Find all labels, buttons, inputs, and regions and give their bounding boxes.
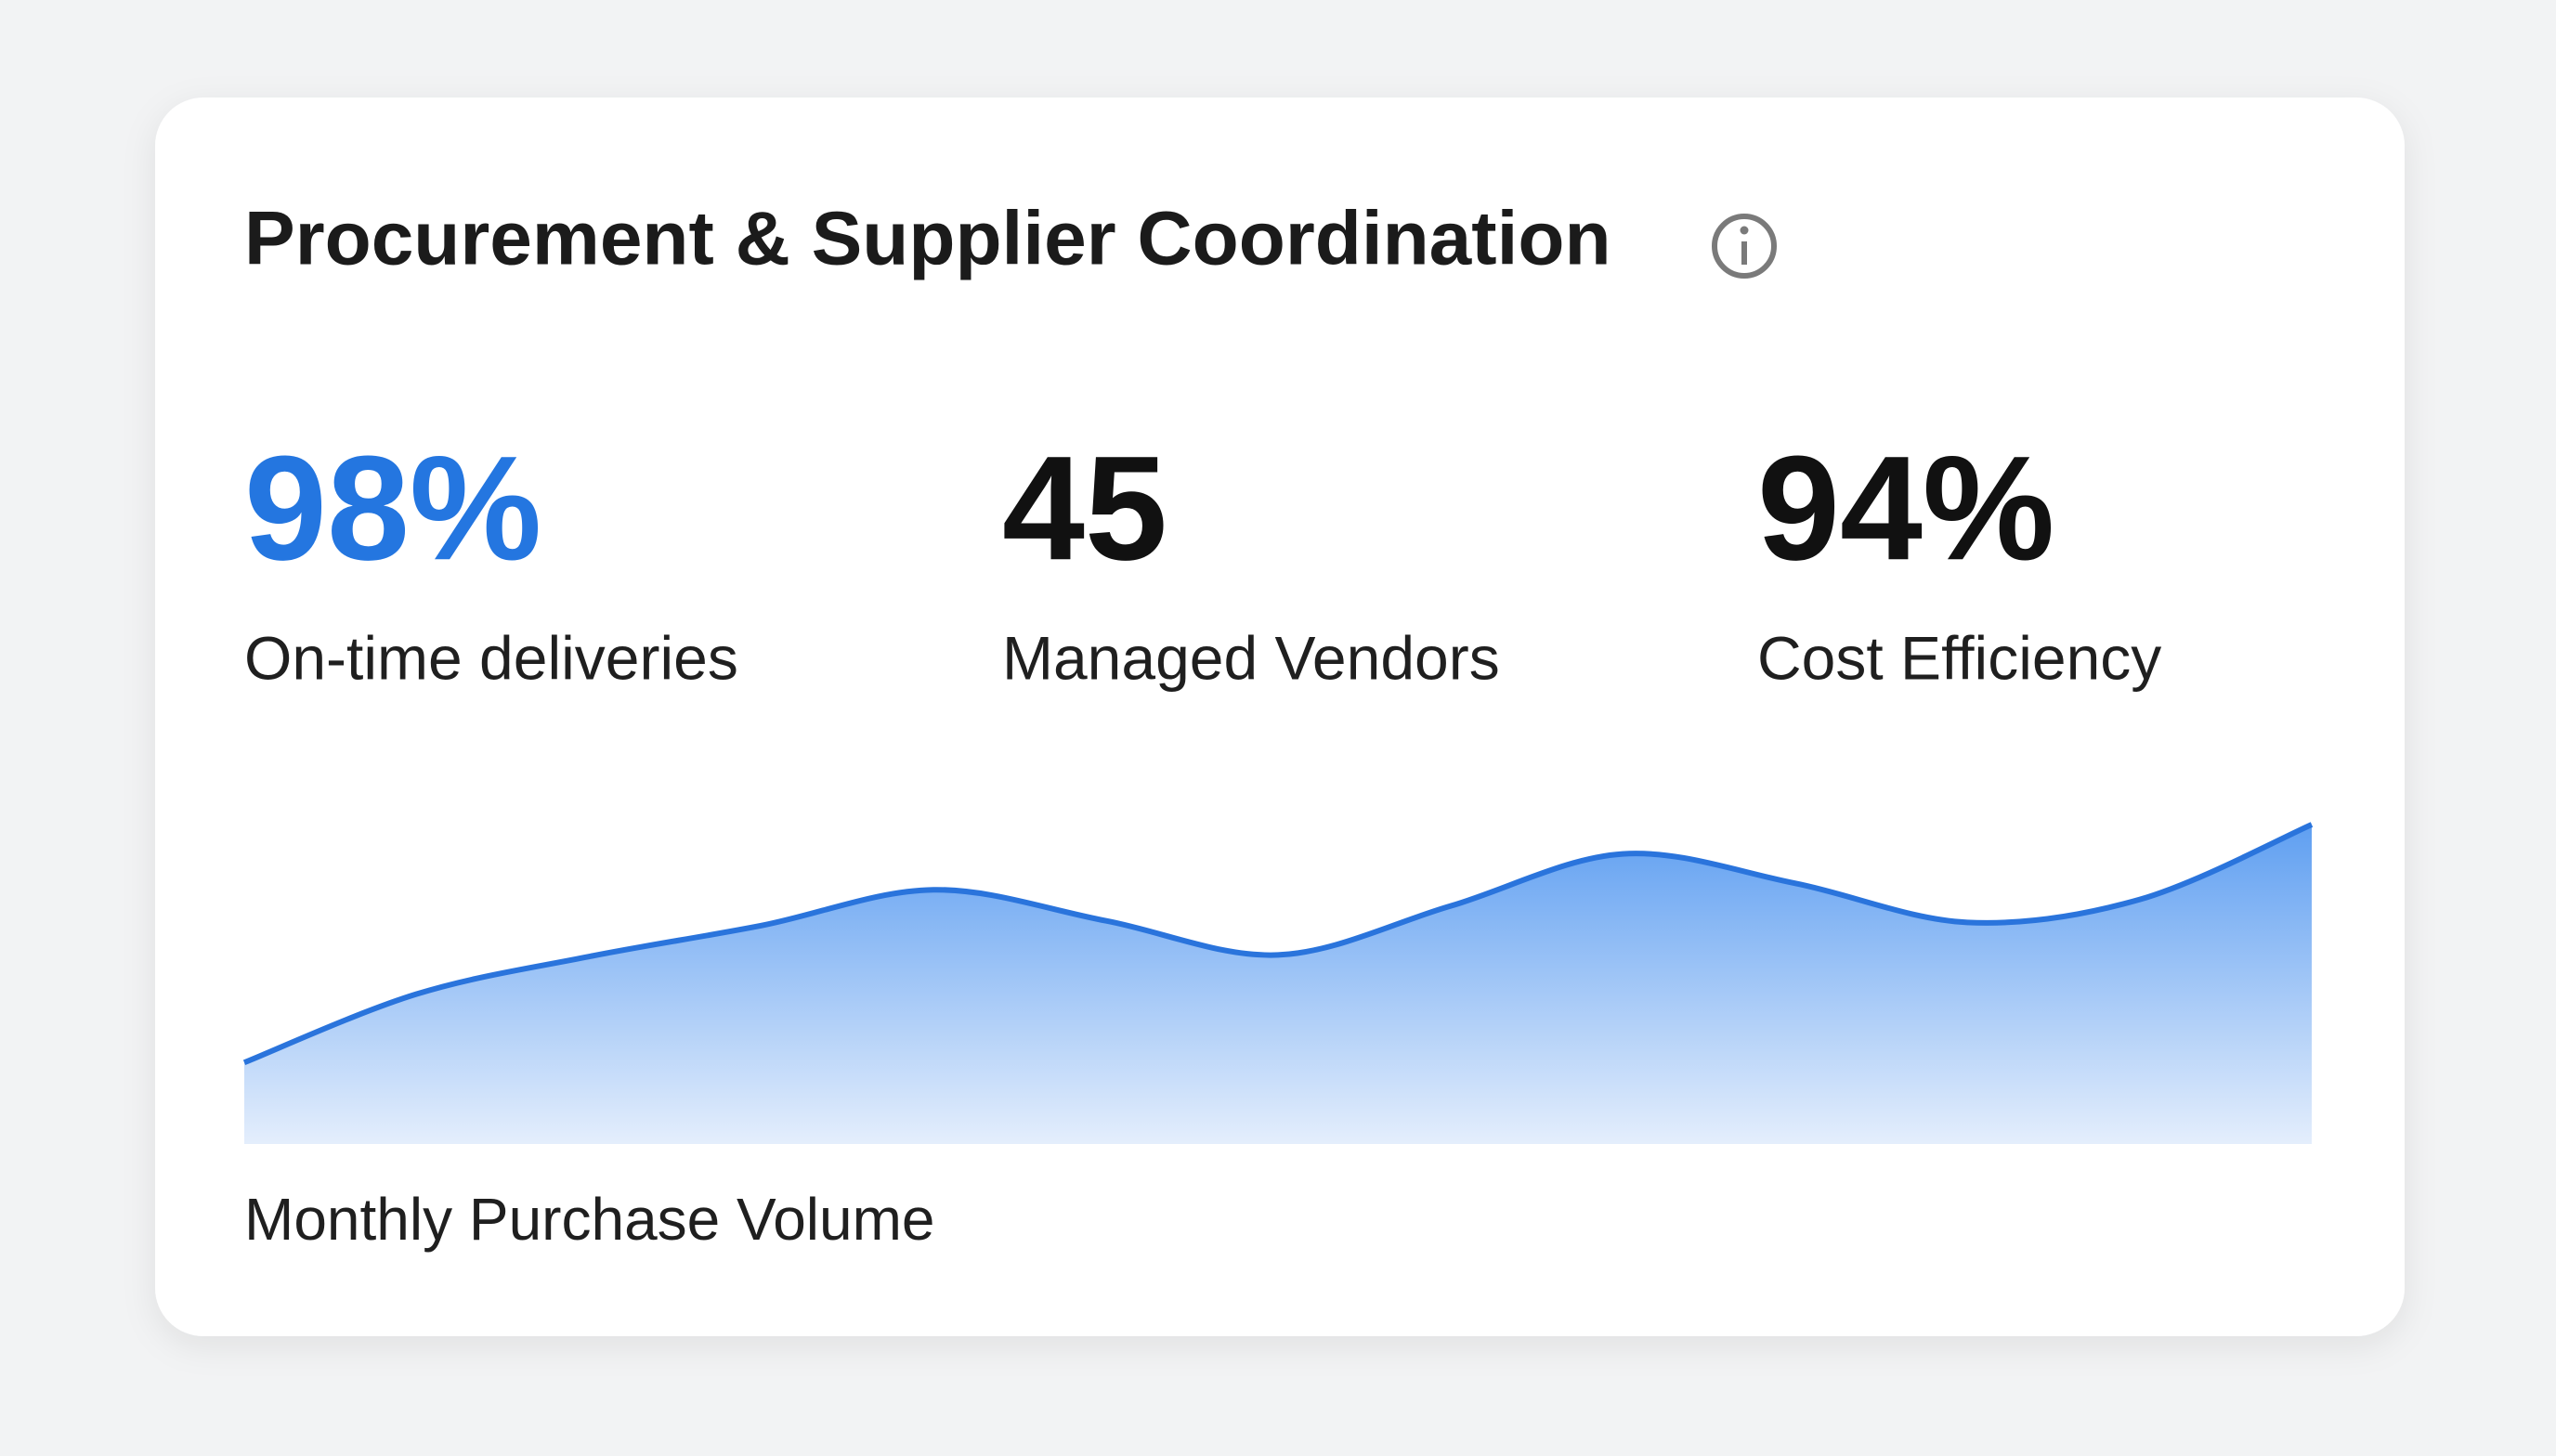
card xyxy=(155,98,2405,1336)
stat-label: Cost Efficiency xyxy=(1757,623,2161,692)
chart-label: Monthly Purchase Volume xyxy=(244,1186,935,1253)
info-icon[interactable] xyxy=(1712,214,1777,279)
stat-label: On-time deliveries xyxy=(244,623,738,692)
card-title: Procurement & Supplier Coordination xyxy=(244,197,1611,281)
area-line xyxy=(242,822,2314,1066)
stat-value: 45 xyxy=(1002,424,1167,591)
stat-value: 98% xyxy=(244,424,541,591)
stat-label: Managed Vendors xyxy=(1002,623,1500,692)
area-fill xyxy=(244,825,2312,1144)
stat-value: 94% xyxy=(1757,424,2054,591)
